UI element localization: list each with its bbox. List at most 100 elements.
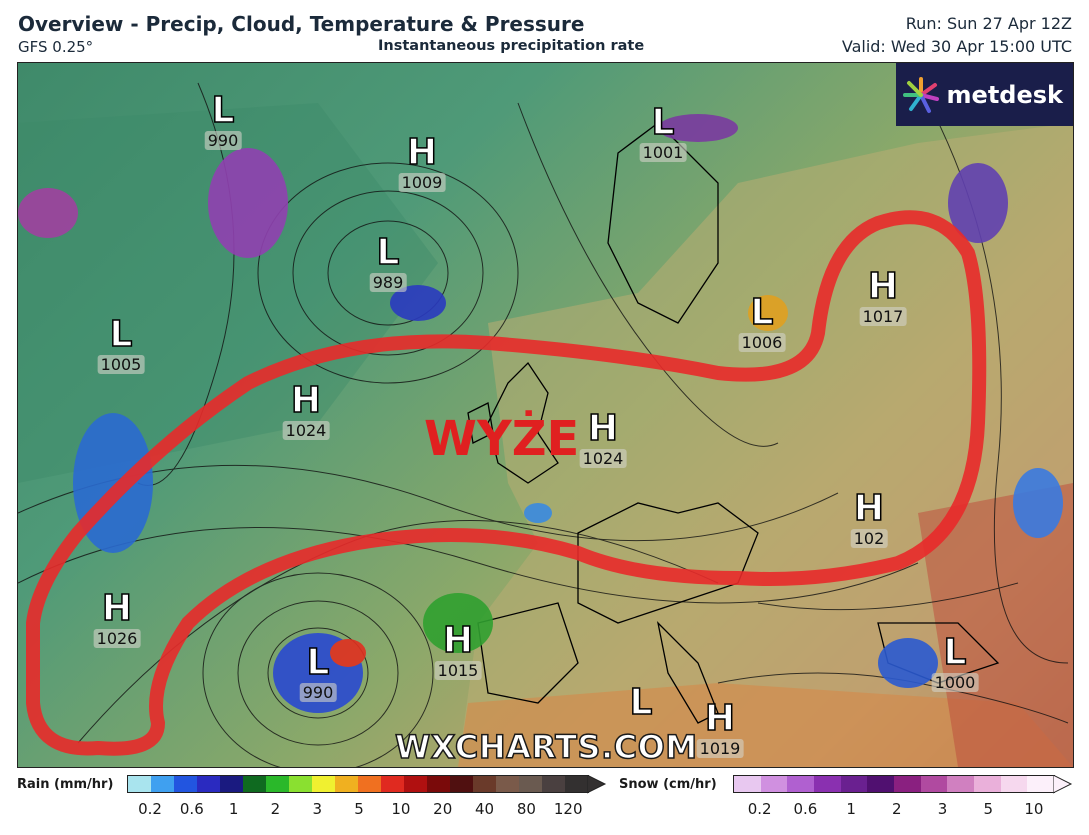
pressure-value: 1005	[97, 355, 145, 374]
colorbar-segment	[473, 776, 496, 792]
precip	[18, 114, 1063, 713]
metdesk-logo: metdesk	[896, 63, 1073, 126]
model-label: GFS 0.25°	[18, 38, 94, 56]
pressure-symbol: L	[376, 232, 400, 273]
legend-tick-label: 5	[354, 800, 364, 818]
pressure-symbol: L	[651, 102, 675, 143]
logo-text: metdesk	[946, 80, 1063, 109]
legend-tick-label: 0.2	[138, 800, 162, 818]
low-pressure-centre: L 1000	[931, 634, 979, 692]
valid-time: Valid: Wed 30 Apr 15:00 UTC	[841, 37, 1072, 56]
colorbar-segment	[920, 776, 948, 792]
legend-tick-label: 3	[312, 800, 323, 818]
sea-atlantic	[18, 103, 438, 483]
pressure-symbol: H	[587, 408, 619, 449]
colorbar-segment	[197, 776, 220, 792]
snow-arrow-icon	[1053, 775, 1073, 794]
colorbar-segment	[542, 776, 565, 792]
low-pressure-centre: L	[629, 682, 653, 723]
legend-tick-label: 10	[391, 800, 411, 818]
pressure-symbol: H	[853, 488, 885, 529]
legend-tick-label: 1	[228, 800, 239, 818]
colorbar-segment	[840, 776, 868, 792]
legend-tick-label: 3	[937, 800, 948, 818]
pressure-value: 1015	[434, 661, 482, 680]
legend-tick-label: 120	[553, 800, 583, 818]
pressure-symbol: H	[442, 620, 474, 661]
colorbar-segment	[1000, 776, 1028, 792]
legend-tick-label: 2	[270, 800, 281, 818]
annotation-label: WYŻE	[424, 411, 580, 467]
colorbar-segment	[450, 776, 473, 792]
colorbar-segment	[289, 776, 312, 792]
pressure-symbol: H	[867, 266, 899, 307]
legend-tick-label: 40	[474, 800, 495, 818]
colorbar-segment	[760, 776, 788, 792]
legend-tick-label: 0.6	[793, 800, 818, 818]
pressure-symbol: L	[750, 292, 774, 333]
high-pressure-centre: H 1024	[579, 408, 627, 468]
legend-tick-label: 10	[1024, 800, 1044, 818]
pressure-value: 990	[204, 131, 242, 150]
high-pressure-centre: H 1009	[398, 132, 446, 192]
legend-tick-label: 2	[892, 800, 902, 818]
pressure-symbol: L	[306, 642, 330, 683]
colorbar-segment	[734, 776, 761, 792]
rain-legend: Rain (mm/hr) 0.2 0.6 1 2 3 5 10 20 40 80 120	[17, 772, 617, 832]
run-time: Run: Sun 27 Apr 12Z	[905, 14, 1072, 33]
low-pressure-centre: L 1005	[97, 316, 145, 374]
colorbar-segment	[894, 776, 921, 792]
colorbar-segment	[404, 776, 427, 792]
colorbar-segment	[266, 776, 289, 792]
pressure-value: 1006	[738, 333, 786, 352]
pressure-symbol: H	[290, 380, 322, 421]
colorbar-segment	[220, 776, 243, 792]
pressure-value: 1017	[859, 307, 907, 326]
rain-colorbar	[127, 775, 589, 793]
pressure-symbol: H	[101, 588, 133, 629]
pressure-symbol: H	[406, 132, 438, 173]
pressure-value: 1009	[398, 173, 446, 192]
low-pressure-centre: L 1006	[738, 292, 786, 352]
legend-tick-label: 0.2	[747, 800, 772, 818]
colorbar-segment	[1027, 776, 1055, 792]
high-pressure-centre: H 1019	[696, 700, 744, 758]
pressure-value: 1001	[639, 143, 687, 162]
pressure-symbol: L	[629, 682, 653, 723]
logo-mark-icon	[901, 75, 941, 115]
map-graphics	[18, 82, 1073, 767]
land-africa	[458, 683, 1073, 767]
land-east	[918, 483, 1073, 767]
low-pressure-centre: L 989	[369, 232, 407, 292]
pressure-value: 1024	[579, 449, 627, 468]
colorbar-segment	[427, 776, 450, 792]
legend-tick-label: 80	[516, 800, 536, 818]
colorbar-segment	[312, 776, 335, 792]
pressure-value: 102	[850, 529, 888, 548]
legend-tick-label: 5	[983, 800, 994, 818]
high-pressure-centre: H 1026	[93, 588, 141, 648]
snow-colorbar	[733, 775, 1055, 793]
colorbar-segment	[496, 776, 519, 792]
weather-map: metdesk L 990 H 1009 L 989 L 1001 L 1005 H 1024 H 102…	[17, 62, 1074, 768]
colorbar-segment	[867, 776, 895, 792]
colorbar-segment	[519, 776, 542, 792]
colorbar-segment	[151, 776, 174, 792]
colorbar-segment	[174, 776, 197, 792]
low-pressure-centre: L 1001	[639, 102, 687, 162]
colorbar-segment	[565, 776, 588, 792]
high-pressure-centre: H 1024	[282, 380, 330, 440]
colorbar-segment	[358, 776, 381, 792]
low-pressure-centre: L 990	[204, 92, 242, 150]
colorbar-segment	[128, 776, 151, 792]
pressure-value: 989	[369, 273, 407, 292]
pressure-value: 1000	[931, 673, 979, 692]
colorbar-segment	[335, 776, 358, 792]
colorbar-segment	[814, 776, 841, 792]
colorbar-segment	[243, 776, 266, 792]
snow-legend: Snow (cm/hr) 0.2 0.6 1 2 3 5 10	[619, 772, 1079, 832]
land-europe	[458, 123, 1073, 767]
highlight-outline	[26, 210, 987, 756]
chart-subtitle: Instantaneous precipitation rate	[378, 38, 645, 54]
pressure-value: 990	[299, 683, 337, 702]
